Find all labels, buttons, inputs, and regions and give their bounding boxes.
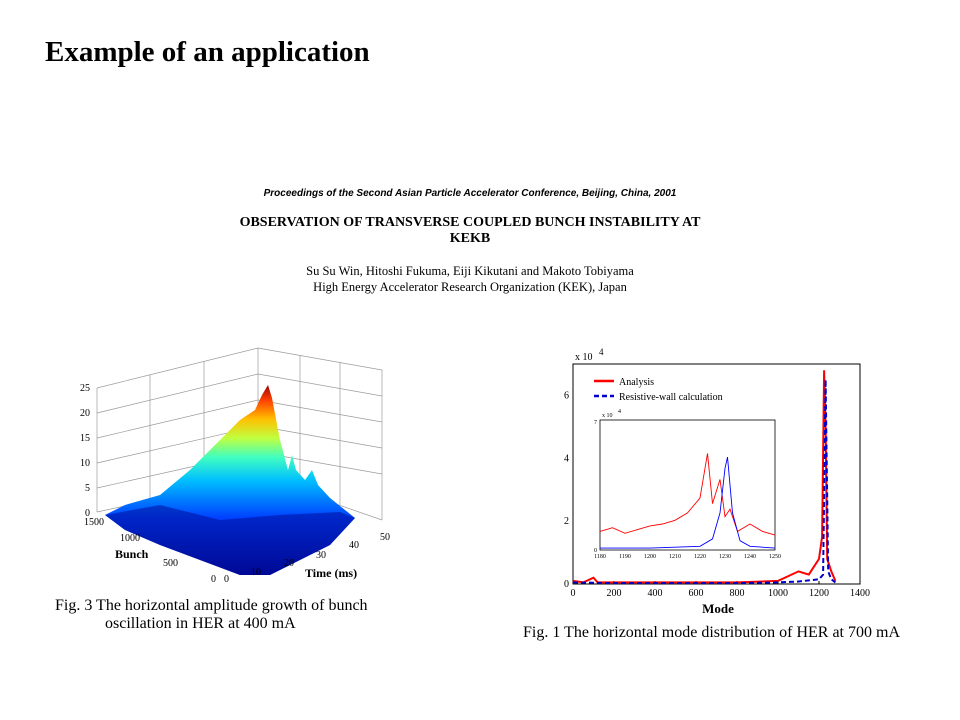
fig1-x-tick: 800 — [730, 588, 745, 599]
fig1-x-tick: 1400 — [850, 588, 870, 599]
fig3-caption-line2: oscillation in HER at 400 mA — [105, 615, 296, 632]
fig3-time-tick: 30 — [316, 550, 326, 561]
fig1-x-tick: 1000 — [768, 588, 788, 599]
fig3-z-tick: 15 — [80, 433, 90, 444]
fig1-chart: x 10 4 0 2 4 6 0 200 400 600 800 1000 1200 1400 Mo… — [564, 347, 870, 616]
slide-title: Example of an application — [45, 36, 370, 68]
fig1-x-tick: 400 — [648, 588, 663, 599]
fig3-time-tick: 40 — [349, 540, 359, 551]
fig1-inset-x-ticks: 1180 1190 1200 1210 1220 1230 1240 1250 — [594, 554, 781, 560]
fig1-inset-x-tick: 1190 — [619, 554, 631, 560]
fig3-surface — [105, 385, 355, 575]
fig3-bunch-tick: 500 — [163, 558, 178, 569]
fig1-y-ticks: 0 2 4 6 — [564, 390, 569, 590]
fig3-z-tick: 10 — [80, 458, 90, 469]
fig1-inset-ytop: 7 — [594, 420, 597, 426]
fig1-inset-x-tick: 1180 — [594, 554, 606, 560]
fig3-time-tick: 0 — [224, 574, 229, 585]
paper-title-line1: OBSERVATION OF TRANSVERSE COUPLED BUNCH … — [239, 215, 701, 230]
fig1-exponent-base: x 10 — [575, 352, 593, 363]
fig1-inset-ybottom: 0 — [594, 548, 597, 554]
fig1-y-tick: 6 — [564, 390, 569, 401]
proceedings-line: Proceedings of the Second Asian Particle… — [263, 188, 677, 199]
fig1-legend: Analysis Resistive-wall calculation — [594, 377, 723, 403]
fig3-z-tick: 20 — [80, 408, 90, 419]
fig3-time-label: Time (ms) — [305, 566, 357, 580]
fig1-x-tick: 600 — [689, 588, 704, 599]
fig3-caption-line1: Fig. 3 The horizontal amplitude growth o… — [55, 597, 368, 614]
fig3-bunch-tick: 0 — [211, 574, 216, 585]
fig1-inset-exponent-base: x 10 — [602, 413, 613, 419]
fig1-inset-series-line-0 — [599, 453, 776, 536]
fig3-z-tick: 0 — [85, 508, 90, 519]
fig1-exponent: 4 — [599, 347, 604, 357]
fig1-inset-exponent: 4 — [618, 409, 621, 415]
fig1-legend-analysis: Analysis — [619, 377, 654, 388]
fig1-legend-resistive: Resistive-wall calculation — [619, 392, 723, 403]
fig1-inset-frame — [599, 419, 776, 551]
fig1-series-line-1 — [572, 379, 837, 585]
paper-affiliation: High Energy Accelerator Research Organiz… — [313, 280, 627, 294]
fig1-inset-series — [599, 453, 776, 549]
fig1-series — [572, 370, 837, 585]
fig3-bunch-ticks: 0 500 1000 1500 — [84, 517, 216, 585]
fig1-x-tick: 0 — [571, 588, 576, 599]
paper-title: OBSERVATION OF TRANSVERSE COUPLED BUNCH … — [210, 215, 730, 247]
fig1-x-tick: 200 — [607, 588, 622, 599]
fig3-bunch-tick: 1500 — [84, 517, 104, 528]
fig1-inset-x-tick: 1210 — [669, 554, 681, 560]
fig3-time-tick: 50 — [380, 532, 390, 543]
paper-title-line2: KEKB — [449, 231, 491, 246]
fig3-z-tick: 25 — [80, 383, 90, 394]
fig3-time-tick: 20 — [284, 558, 294, 569]
fig3-surface-ridge — [105, 505, 355, 575]
fig1-inset-x-tick: 1250 — [769, 554, 781, 560]
fig3-time-tick: 10 — [251, 567, 261, 578]
fig1-axes-frame — [572, 363, 861, 585]
fig1-y-tick: 4 — [564, 453, 569, 464]
paper-authors-block: Su Su Win, Hitoshi Fukuma, Eiji Kikutani… — [210, 263, 730, 295]
fig3-surface-plot: 0 5 10 15 20 25 0 500 1000 1500 0 10 20 … — [80, 347, 390, 585]
fig3-z-tick: 5 — [85, 483, 90, 494]
paper-authors: Su Su Win, Hitoshi Fukuma, Eiji Kikutani… — [306, 264, 634, 278]
fig1-inset-x-tick: 1240 — [744, 554, 756, 560]
fig1-inset-series-line-1 — [600, 457, 776, 549]
fig1-y-tick: 0 — [564, 579, 569, 590]
fig1-inset: x 10 4 7 0 1180 1190 1200 1210 1220 1230 1240 1… — [594, 409, 781, 560]
fig3-bunch-tick: 1000 — [120, 533, 140, 544]
fig1-x-tick: 1200 — [809, 588, 829, 599]
fig3-time-ticks: 0 10 20 30 40 50 — [224, 532, 390, 585]
fig1-inset-x-tick: 1230 — [719, 554, 731, 560]
fig1-xlabel: Mode — [702, 601, 734, 616]
fig1-inset-x-tick: 1220 — [694, 554, 706, 560]
fig1-caption: Fig. 1 The horizontal mode distribution … — [523, 624, 900, 641]
fig3-bunch-label: Bunch — [115, 547, 149, 561]
fig1-y-tick: 2 — [564, 516, 569, 527]
fig1-inset-x-tick: 1200 — [644, 554, 656, 560]
fig3-z-ticks: 0 5 10 15 20 25 — [80, 383, 90, 519]
